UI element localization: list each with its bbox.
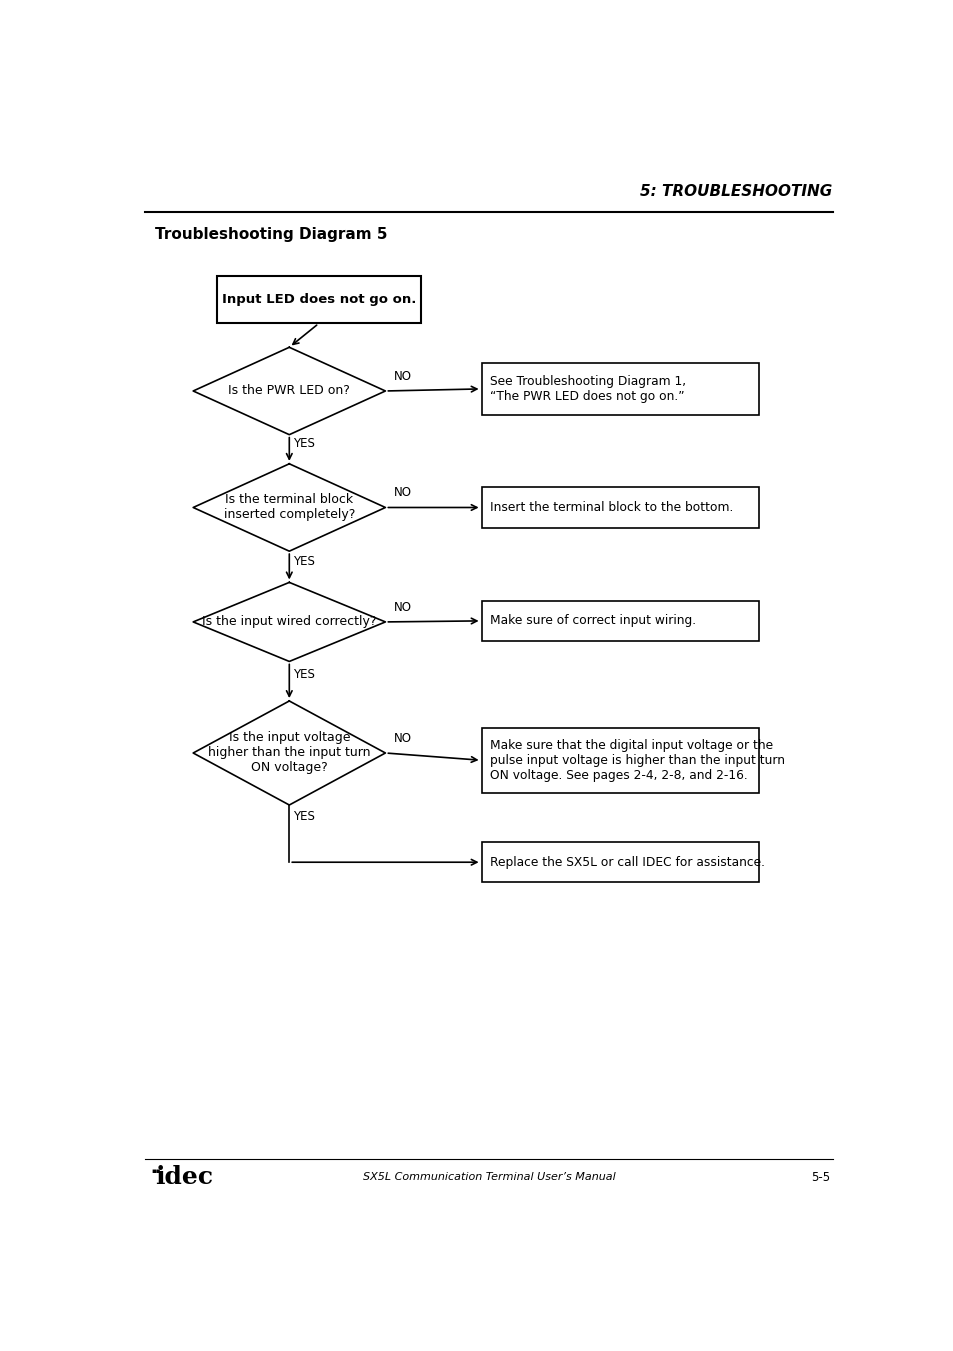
Text: 5-5: 5-5: [811, 1171, 830, 1183]
Text: ▪▪: ▪▪: [151, 1169, 160, 1174]
Text: YES: YES: [293, 667, 314, 681]
Text: NO: NO: [394, 370, 412, 382]
Bar: [481, 601, 758, 640]
Text: Is the input voltage
higher than the input turn
ON voltage?: Is the input voltage higher than the inp…: [208, 731, 370, 774]
Text: 5: TROUBLESHOOTING: 5: TROUBLESHOOTING: [639, 184, 832, 199]
Text: idec: idec: [154, 1166, 213, 1189]
Bar: [481, 363, 758, 415]
Text: NO: NO: [394, 732, 412, 744]
Bar: [481, 843, 758, 882]
Text: Replace the SX5L or call IDEC for assistance.: Replace the SX5L or call IDEC for assist…: [490, 855, 764, 869]
Text: See Troubleshooting Diagram 1,
“The PWR LED does not go on.”: See Troubleshooting Diagram 1, “The PWR …: [490, 374, 686, 403]
Text: SX5L Communication Terminal User’s Manual: SX5L Communication Terminal User’s Manua…: [362, 1173, 615, 1182]
Text: Troubleshooting Diagram 5: Troubleshooting Diagram 5: [154, 227, 387, 242]
Text: Is the PWR LED on?: Is the PWR LED on?: [228, 385, 350, 397]
Text: NO: NO: [394, 486, 412, 499]
Text: YES: YES: [293, 811, 314, 823]
Text: Make sure of correct input wiring.: Make sure of correct input wiring.: [490, 615, 696, 627]
Text: YES: YES: [293, 438, 314, 450]
Text: Is the input wired correctly?: Is the input wired correctly?: [202, 616, 376, 628]
Bar: [217, 276, 420, 323]
Text: Make sure that the digital input voltage or the
pulse input voltage is higher th: Make sure that the digital input voltage…: [490, 739, 784, 782]
Bar: [481, 486, 758, 528]
Text: Is the terminal block
inserted completely?: Is the terminal block inserted completel…: [223, 493, 355, 521]
Text: Input LED does not go on.: Input LED does not go on.: [221, 293, 416, 305]
Bar: [481, 728, 758, 793]
Text: YES: YES: [293, 555, 314, 567]
Text: NO: NO: [394, 601, 412, 613]
Text: Insert the terminal block to the bottom.: Insert the terminal block to the bottom.: [490, 501, 733, 513]
